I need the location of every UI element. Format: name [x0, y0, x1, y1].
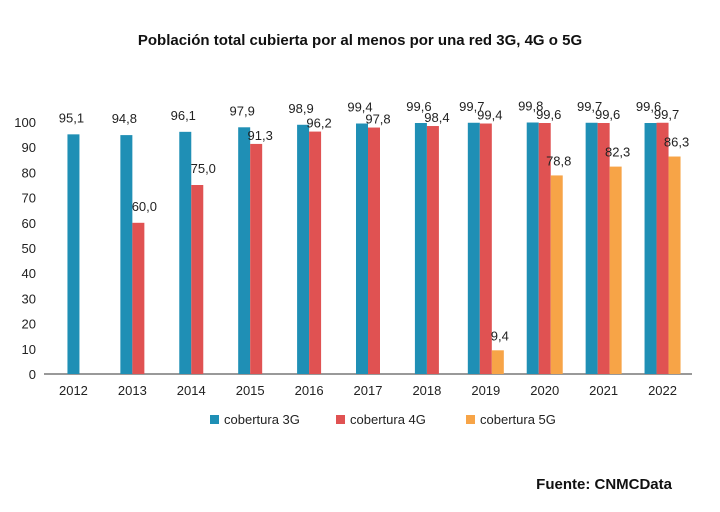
data-label: 98,9 — [288, 101, 313, 116]
data-label: 9,4 — [491, 328, 509, 343]
bar — [238, 127, 251, 375]
bar — [479, 123, 492, 375]
legend-swatch — [336, 415, 345, 424]
y-tick-label: 30 — [22, 291, 36, 306]
y-tick-label: 0 — [29, 367, 36, 382]
data-labels: 95,1 94,8 60,0 96,1 75,0 97,9 91,3 98,996,2 99,4… — [59, 99, 689, 344]
y-tick-label: 10 — [22, 342, 36, 357]
chart-title: Población total cubierta por al menos po… — [137, 32, 583, 49]
data-label: 97,9 — [230, 103, 255, 118]
source-note: Fuente: CNMCData — [536, 476, 672, 493]
bar — [526, 122, 539, 374]
data-label: 99,7 — [577, 99, 602, 114]
bar — [550, 175, 563, 374]
data-label: 86,3 — [664, 135, 689, 150]
bar — [368, 127, 380, 374]
y-tick-label: 50 — [22, 241, 36, 256]
bar — [356, 123, 368, 375]
y-tick-label: 80 — [22, 165, 36, 180]
data-label: 99,6 — [595, 107, 620, 122]
data-label: 78,8 — [546, 153, 571, 168]
bar — [426, 126, 439, 374]
bar — [414, 123, 427, 375]
x-tick-label: 2014 — [177, 383, 206, 398]
bar — [656, 122, 669, 374]
bar — [668, 156, 681, 374]
legend-label: cobertura 4G — [350, 412, 426, 427]
x-tick-label: 2020 — [530, 383, 559, 398]
data-label: 96,2 — [306, 116, 331, 131]
data-label: 99,4 — [347, 100, 372, 115]
legend: cobertura 3G cobertura 4G cobertura 5G — [210, 412, 556, 427]
x-tick-label: 2015 — [236, 383, 265, 398]
bars — [67, 122, 681, 375]
bar — [609, 166, 622, 374]
y-tick-label: 20 — [22, 317, 36, 332]
x-tick-label: 2021 — [589, 383, 618, 398]
x-tick-label: 2017 — [354, 383, 383, 398]
y-tick-label: 60 — [22, 216, 36, 231]
bar — [250, 143, 263, 374]
bar — [309, 131, 322, 374]
data-label: 98,4 — [424, 110, 449, 125]
bar — [538, 123, 551, 375]
bar — [467, 122, 480, 374]
y-tick-label: 40 — [22, 266, 36, 281]
data-label: 99,4 — [477, 108, 502, 123]
x-tick-label: 2022 — [648, 383, 677, 398]
data-label: 99,7 — [654, 107, 679, 122]
bar — [491, 350, 504, 374]
bar — [585, 122, 598, 374]
data-label: 99,6 — [636, 99, 661, 114]
bar — [644, 123, 657, 375]
bar — [132, 222, 145, 374]
bar — [179, 131, 192, 374]
legend-label: cobertura 3G — [224, 412, 300, 427]
data-label: 60,0 — [132, 199, 157, 214]
data-label: 99,6 — [406, 99, 431, 114]
y-tick-label: 90 — [22, 140, 36, 155]
x-tick-label: 2019 — [471, 383, 500, 398]
legend-label: cobertura 5G — [480, 412, 556, 427]
axes: 0 10 20 30 40 50 60 70 80 90 100 2012 2013 2014 2015 20… — [14, 115, 692, 398]
x-tick-label: 2013 — [118, 383, 147, 398]
data-label: 99,6 — [536, 107, 561, 122]
bar — [191, 185, 204, 374]
x-tick-label: 2012 — [59, 383, 88, 398]
data-label: 82,3 — [605, 145, 630, 160]
bar — [120, 135, 133, 374]
bar — [297, 124, 310, 374]
legend-swatch — [210, 415, 219, 424]
x-tick-label: 2018 — [412, 383, 441, 398]
data-label: 95,1 — [59, 110, 84, 125]
bar — [597, 123, 610, 375]
legend-swatch — [466, 415, 475, 424]
data-label: 75,0 — [191, 161, 216, 176]
bar — [67, 134, 80, 374]
data-label: 91,3 — [248, 128, 273, 143]
y-tick-label: 70 — [22, 191, 36, 206]
data-label: 99,8 — [518, 99, 543, 114]
x-tick-label: 2016 — [295, 383, 324, 398]
data-label: 99,7 — [459, 99, 484, 114]
data-label: 94,8 — [112, 111, 137, 126]
data-label: 96,1 — [171, 108, 196, 123]
y-tick-label: 100 — [14, 115, 36, 130]
data-label: 97,8 — [365, 112, 390, 127]
